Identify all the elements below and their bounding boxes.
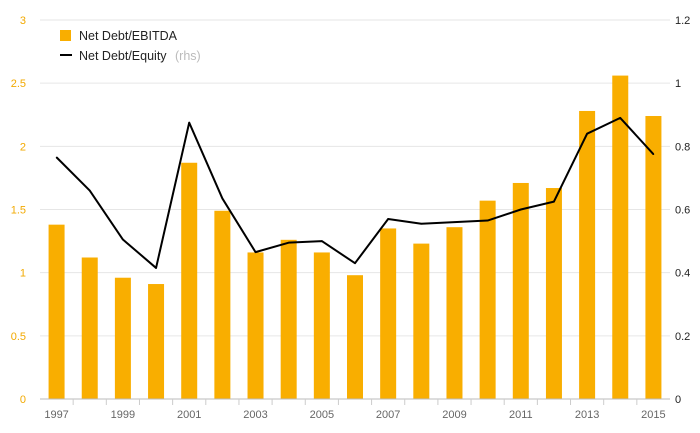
y-left-tick-label: 1.5 [11, 205, 26, 217]
x-tick-label: 2003 [243, 409, 267, 421]
bar-2005 [313, 252, 330, 399]
line-point-2006 [354, 262, 356, 264]
legend-label-rhs: (rhs) [175, 49, 201, 63]
bar-1998 [81, 257, 98, 399]
bar-series-net-debt-ebitda [48, 75, 662, 400]
bar-2000 [148, 284, 165, 399]
line-point-1997 [55, 156, 58, 159]
bar-2013 [579, 110, 596, 400]
x-tick-label: 2009 [442, 409, 466, 421]
gridlines [40, 19, 670, 337]
legend-label-net-debt-ebitda: Net Debt/EBITDA [79, 29, 178, 43]
bar-1999 [114, 277, 131, 399]
y-left-tick-label: 0 [20, 394, 26, 406]
line-point-2009 [453, 221, 456, 223]
bar-2003 [247, 252, 264, 399]
line-point-2003 [254, 251, 257, 253]
x-tick-label: 1999 [111, 409, 135, 421]
line-point-2010 [486, 219, 489, 222]
line-point-2002 [221, 197, 224, 200]
legend: Net Debt/EBITDA Net Debt/Equity (rhs) [60, 29, 201, 64]
y-right-tick-label: 1.2 [675, 15, 690, 27]
y-left-tick-label: 0.5 [11, 331, 26, 343]
y-left-tick-label: 1 [20, 268, 26, 280]
line-net-debt-equity [55, 116, 655, 269]
y-right-tick-label: 1 [675, 78, 681, 90]
bar-2004 [280, 239, 297, 399]
x-tick-label: 2005 [310, 409, 334, 421]
line-point-2012 [553, 200, 555, 203]
line-point-2001 [188, 121, 191, 124]
y-right-tick-label: 0 [675, 394, 681, 406]
line-point-1998 [88, 189, 91, 192]
x-tick-label: 2013 [575, 409, 599, 421]
line-point-2015 [652, 153, 655, 156]
bar-2001 [181, 162, 198, 399]
bar-2006 [347, 275, 363, 399]
line-point-2014 [619, 117, 622, 119]
bar-2007 [380, 228, 397, 399]
y-right-tick-label: 0.8 [675, 141, 690, 153]
line-point-2013 [586, 132, 588, 135]
line-point-2000 [155, 267, 157, 269]
legend-label-net-debt-equity-name: Net Debt/Equity [79, 49, 167, 63]
line-point-2007 [387, 218, 389, 220]
x-tick-label: 2001 [177, 409, 201, 421]
y-right-tick-label: 0.6 [675, 205, 690, 217]
x-tick-label: 2007 [376, 409, 400, 421]
bar-2015 [645, 116, 662, 399]
axes: 0 0.5 1 1.5 2 2.5 3 0 0.2 0.4 0.6 0.8 1 1.2 1997 1999 20… [11, 15, 691, 421]
line-point-2004 [287, 241, 290, 244]
line-point-2008 [420, 222, 423, 225]
bar-1997 [48, 224, 65, 399]
bar-2012 [545, 188, 562, 399]
bar-2009 [446, 227, 463, 399]
y-left-tick-label: 2 [20, 141, 26, 153]
y-left-tick-label: 3 [20, 15, 26, 27]
legend-label-net-debt-equity: Net Debt/Equity (rhs) [79, 47, 201, 64]
line-series-net-debt-equity [55, 116, 655, 269]
y-right-tick-label: 0.4 [675, 268, 690, 280]
y-right-tick-label: 0.2 [675, 331, 690, 343]
bar-2008 [413, 243, 430, 399]
line-point-2005 [321, 240, 323, 242]
bar-2010 [479, 200, 496, 399]
line-point-1999 [122, 238, 124, 241]
line-point-2011 [519, 208, 522, 211]
x-tick-label: 2011 [509, 409, 533, 421]
bar-2011 [512, 182, 529, 399]
x-tick-label: 1997 [44, 409, 68, 421]
bar-2014 [612, 75, 629, 399]
x-tick-label: 2015 [641, 409, 665, 421]
legend-swatch-net-debt-ebitda [60, 30, 71, 41]
y-left-tick-label: 2.5 [11, 78, 26, 90]
bar-2002 [214, 210, 231, 399]
